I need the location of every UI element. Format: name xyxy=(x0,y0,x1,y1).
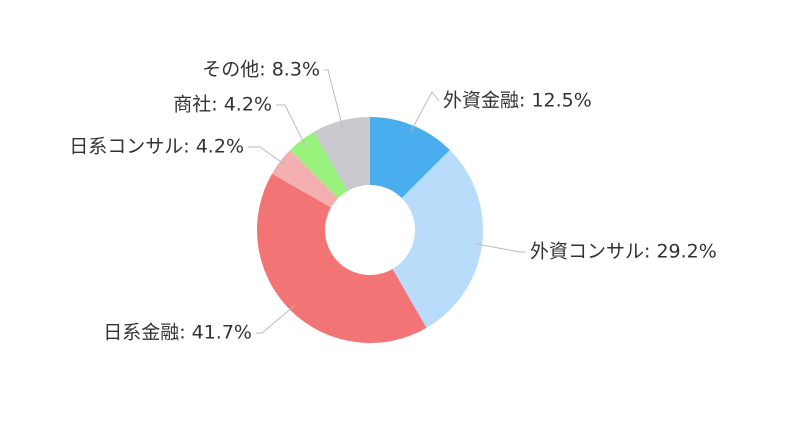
data-label: その他: 8.3% xyxy=(202,59,320,81)
data-label: 日系コンサル: 4.2% xyxy=(69,136,244,158)
data-label: 商社: 4.2% xyxy=(173,94,272,116)
slice xyxy=(313,117,370,191)
leader-line xyxy=(256,305,295,334)
data-label: 日系金融: 41.7% xyxy=(103,322,252,344)
slice xyxy=(257,173,427,343)
leader-line xyxy=(410,91,440,132)
leader-line xyxy=(276,104,306,146)
data-label: 外資金融: 12.5% xyxy=(443,90,592,112)
data-label: 外資コンサル: 29.2% xyxy=(530,241,717,263)
slice xyxy=(370,117,450,199)
slice xyxy=(290,131,348,199)
leader-line xyxy=(476,243,526,253)
leader-line xyxy=(248,146,286,166)
slice xyxy=(392,150,484,328)
leader-line xyxy=(324,69,343,127)
slice xyxy=(272,150,339,208)
